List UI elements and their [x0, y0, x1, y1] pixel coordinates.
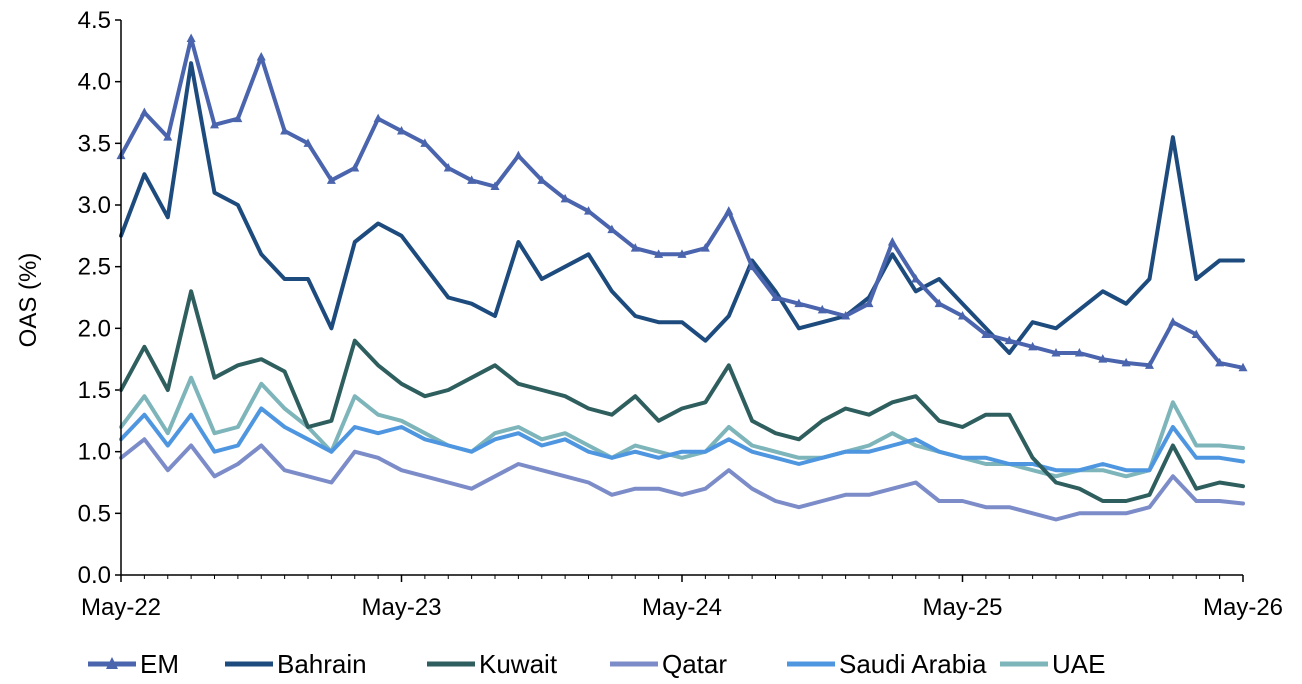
em-data-point-triangle: [1028, 341, 1038, 351]
legend-marker-triangle: [106, 657, 118, 669]
em-data-point-triangle: [139, 107, 149, 116]
em-data-point-triangle: [467, 175, 477, 184]
legend-label-em: EM: [140, 649, 179, 679]
em-data-point-triangle: [1215, 357, 1225, 367]
em-data-point-triangle: [350, 163, 360, 172]
em-data-point-triangle: [677, 249, 687, 258]
x-tick-label: May-25: [922, 594, 1002, 621]
em-data-point-triangle: [1098, 354, 1108, 363]
y-tick-label: 1.0: [78, 439, 111, 466]
em-data-point-triangle: [1074, 348, 1084, 357]
y-tick-label: 0.5: [78, 500, 111, 527]
em-data-point-triangle: [1238, 362, 1248, 372]
em-data-point-triangle: [233, 113, 243, 123]
em-data-point-triangle: [724, 206, 734, 215]
legend-label-bahrain: Bahrain: [277, 649, 367, 679]
em-data-point-triangle: [560, 193, 570, 203]
em-data-point-triangle: [864, 298, 874, 308]
em-data-point-triangle: [163, 132, 173, 141]
em-data-point-triangle: [700, 243, 710, 252]
y-tick-label: 2.0: [78, 315, 111, 342]
y-tick-label: 2.5: [78, 254, 111, 281]
series-layer: [116, 33, 1248, 522]
series-line-qatar: [119, 437, 1245, 522]
em-data-point-triangle: [911, 274, 921, 283]
em-data-point-triangle: [958, 311, 967, 320]
y-tick-label: 0.0: [78, 562, 111, 589]
em-data-point-triangle: [303, 138, 313, 147]
em-data-point-triangle: [1191, 329, 1201, 338]
legend-label-uae: UAE: [1052, 649, 1105, 679]
em-data-point-triangle: [841, 311, 851, 320]
series-line-uae: [119, 375, 1245, 479]
em-data-point-triangle: [630, 243, 640, 252]
y-axis-ticks: 0.0 0.5 1.0 1.5 2.0 2.5 3.0 3.5 4.0 4.5: [78, 7, 121, 589]
series-line-bahrain: [119, 61, 1245, 355]
em-data-point-triangle: [513, 150, 523, 160]
em-data-point-triangle: [771, 292, 780, 301]
em-data-point-triangle: [887, 237, 897, 246]
em-data-point-triangle: [981, 329, 991, 338]
em-data-point-triangle: [607, 224, 617, 234]
x-axis-ticks: May-22 May-23 May-24 May-25 May-26: [81, 575, 1283, 621]
x-tick-label: May-26: [1203, 594, 1283, 621]
em-data-point-triangle: [934, 298, 944, 308]
y-tick-label: 4.5: [78, 7, 111, 34]
legend-label-kuwait: Kuwait: [479, 649, 558, 679]
em-data-point-triangle: [256, 52, 266, 61]
em-data-point-triangle: [817, 304, 827, 314]
y-tick-label: 1.5: [78, 377, 111, 404]
em-data-point-triangle: [1004, 335, 1014, 345]
x-tick-label: May-24: [642, 594, 722, 621]
em-data-point-triangle: [794, 298, 804, 308]
em-data-point-triangle: [443, 163, 453, 172]
y-tick-label: 3.5: [78, 130, 111, 157]
em-data-point-triangle: [1051, 348, 1061, 357]
legend-label-saudi-arabia: Saudi Arabia: [839, 649, 987, 679]
em-data-point-triangle: [186, 33, 196, 42]
em-data-point-triangle: [1121, 357, 1131, 367]
legend: EM Bahrain Kuwait Qatar Saudi Arabia UAE: [88, 649, 1105, 679]
em-data-point-triangle: [210, 119, 219, 129]
em-data-point-triangle: [420, 138, 430, 147]
x-tick-label: May-23: [361, 594, 441, 621]
em-data-point-triangle: [397, 126, 406, 135]
y-tick-label: 3.0: [78, 192, 111, 219]
em-data-point-triangle: [584, 206, 593, 215]
em-data-point-triangle: [747, 261, 757, 271]
series-line-em: [119, 36, 1245, 370]
em-data-point-triangle: [654, 249, 664, 258]
y-tick-label: 4.0: [78, 69, 111, 96]
series-line-saudi-arabia: [119, 406, 1245, 473]
series-line-kuwait: [119, 289, 1245, 503]
em-data-point-triangle: [1145, 360, 1154, 369]
y-axis-title: OAS (%): [15, 253, 42, 348]
em-data-point-triangle: [280, 126, 290, 135]
em-data-point-triangle: [1168, 317, 1178, 326]
em-data-point-triangle: [373, 113, 383, 123]
x-tick-label: May-22: [81, 594, 161, 621]
em-data-point-triangle: [490, 181, 500, 190]
legend-label-qatar: Qatar: [662, 649, 727, 679]
em-data-point-triangle: [326, 175, 336, 184]
em-data-point-triangle: [537, 175, 547, 184]
